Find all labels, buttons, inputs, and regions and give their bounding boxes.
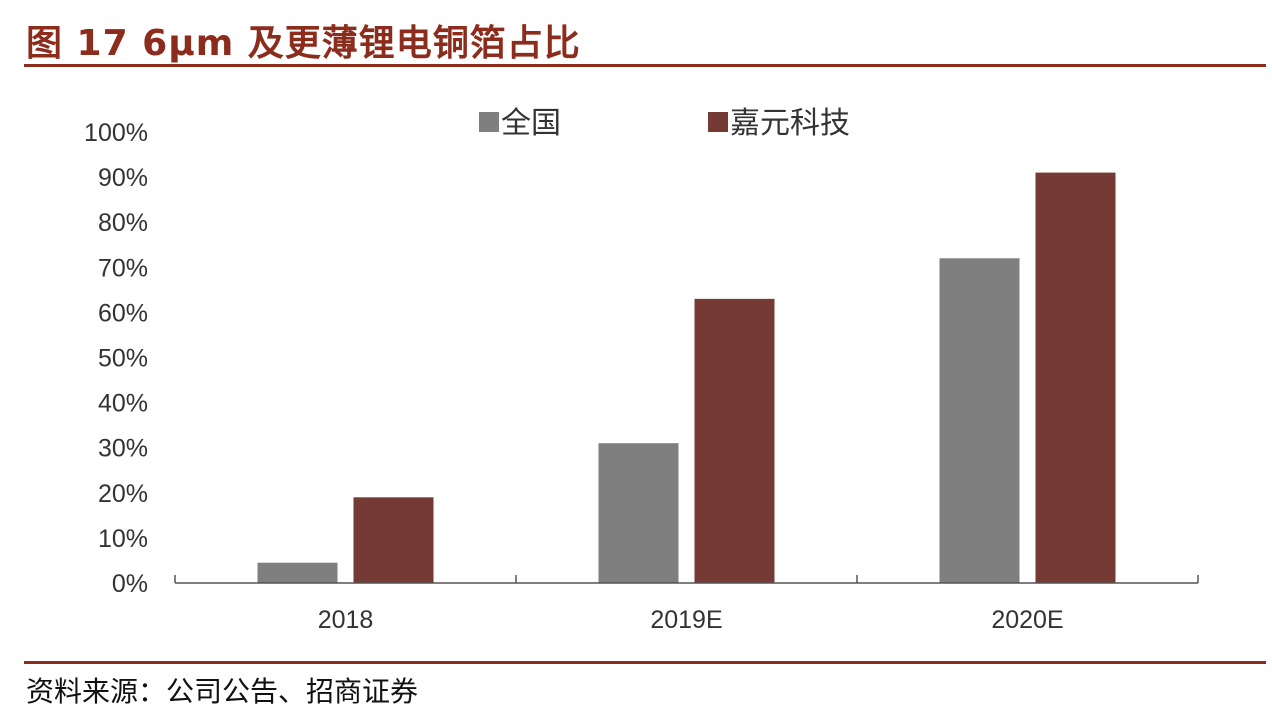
y-tick-label: 0% (112, 570, 148, 598)
y-tick-label: 100% (84, 119, 148, 147)
bar-national-2020e (939, 258, 1020, 583)
legend: 全国 嘉元科技 (479, 106, 850, 141)
page-title: 图 17 6μm 及更薄锂电铜箔占比 (26, 23, 581, 64)
x-tick-label: 2020E (991, 606, 1063, 634)
bar-jiayuan-2020e (1035, 172, 1116, 583)
y-tick-label: 40% (98, 390, 148, 418)
y-tick-label: 20% (98, 480, 148, 508)
footer-rule (24, 661, 1266, 664)
legend-swatch (479, 112, 499, 132)
source-note: 资料来源：公司公告、招商证券 (26, 675, 419, 708)
title-underline (24, 64, 1266, 67)
legend-swatch (708, 112, 728, 132)
bars (257, 172, 1116, 583)
y-tick-label: 90% (98, 164, 148, 192)
y-tick-label: 80% (98, 209, 148, 237)
y-tick-label: 70% (98, 254, 148, 282)
y-tick-label: 30% (98, 435, 148, 463)
bar-jiayuan-2018 (353, 497, 434, 583)
bar-national-2018 (257, 562, 338, 583)
y-tick-label: 10% (98, 525, 148, 553)
x-tick-label: 2018 (318, 606, 374, 634)
y-tick-label: 50% (98, 345, 148, 373)
bar-jiayuan-2019e (694, 298, 775, 583)
x-axis: 2018 2019E 2020E (174, 575, 1199, 634)
x-tick-label: 2019E (650, 606, 722, 634)
bar-chart: 全国 嘉元科技 0% 10% 20% 30% 40% 50% 60% 70% 80% 90% 100%… (84, 106, 1199, 634)
legend-label: 嘉元科技 (730, 106, 850, 141)
bar-national-2019e (598, 443, 679, 583)
y-tick-label: 60% (98, 299, 148, 327)
y-axis: 0% 10% 20% 30% 40% 50% 60% 70% 80% 90% 100% (84, 119, 148, 598)
legend-label: 全国 (501, 106, 561, 141)
